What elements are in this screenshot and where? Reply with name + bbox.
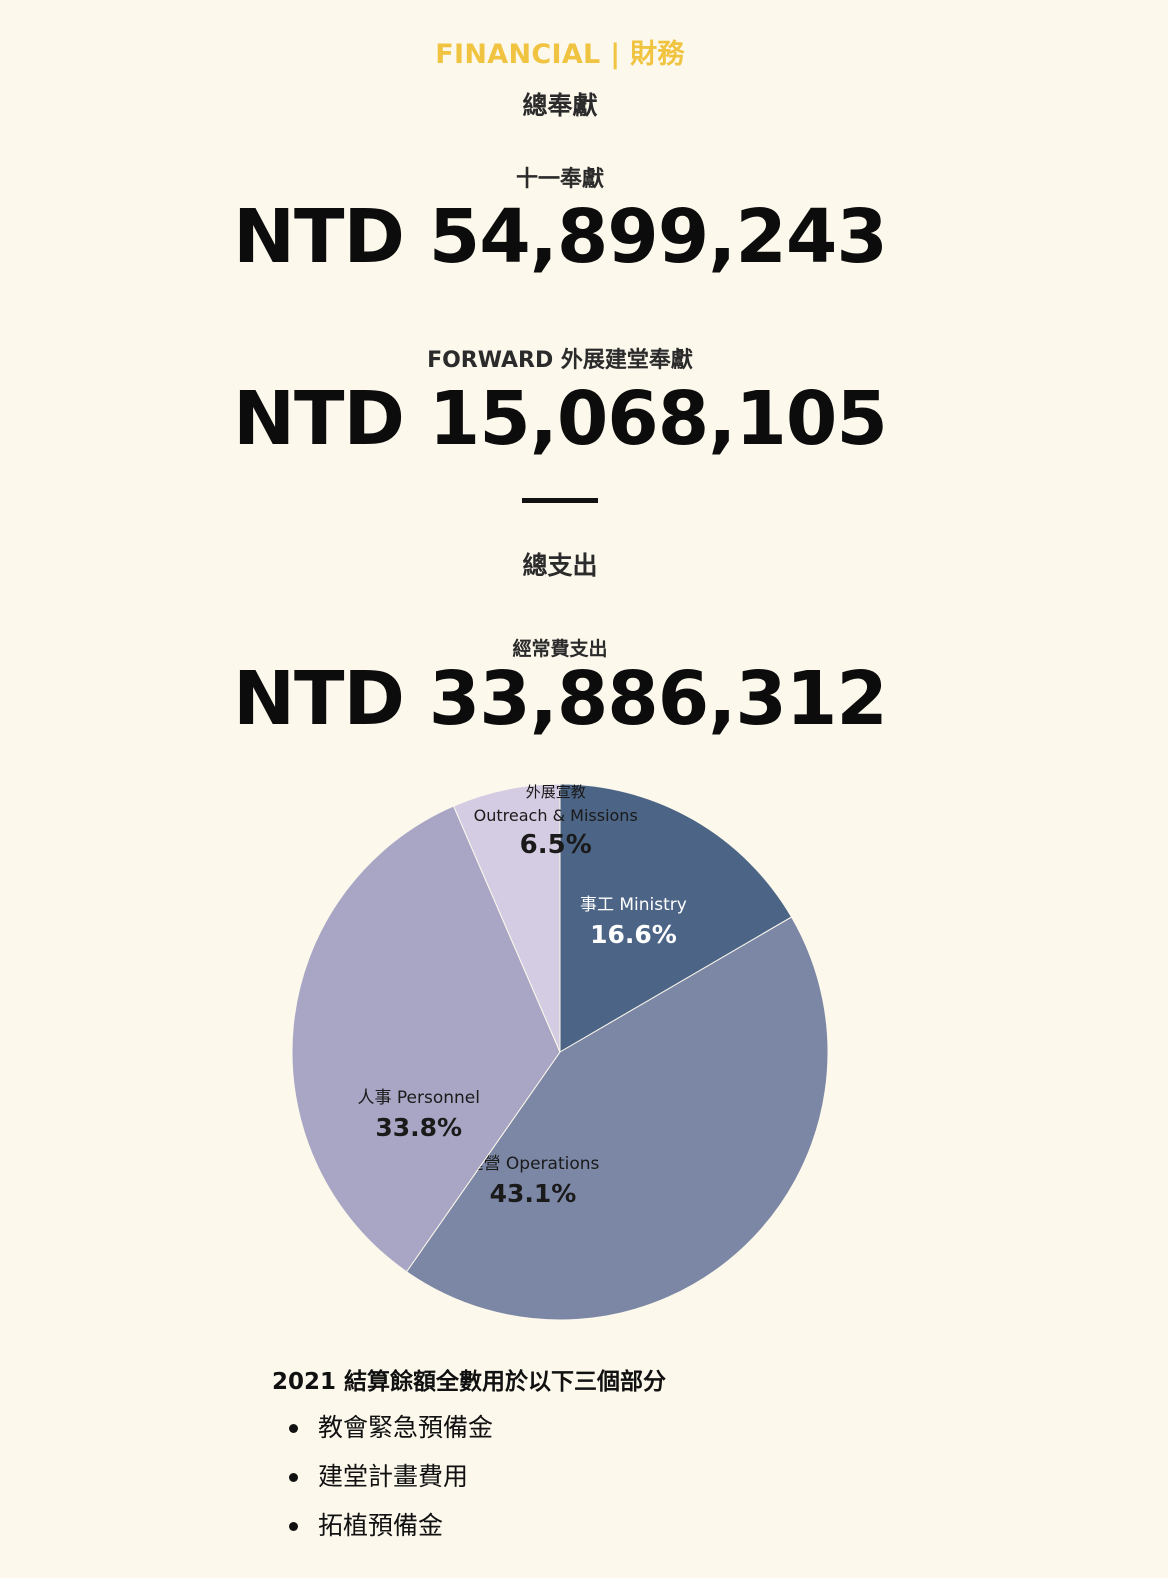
slice-label-group: 事工 Ministry 16.6% [580,895,687,949]
slice-label-text: 事工 Ministry [580,895,687,915]
list-item-text: 教會緊急預備金 [318,1413,494,1442]
slice-label-text: 運營 Operations [467,1154,600,1174]
pie-slice-ministry [559,783,793,1053]
slice-label-group: 運營 Operations 43.1% [467,1154,600,1208]
forward-amount: NTD 15,068,105 [233,376,888,462]
slice-label-group: 人事 Personnel 33.8% [357,1088,480,1142]
slice-label-group: 外展宣教 Outreach & Missions 6.5% [474,783,638,860]
list-item-text: 拓植預備金 [318,1511,444,1540]
slice-value-label: 33.8% [375,1113,462,1142]
section-divider [522,498,598,503]
bullet-icon [289,1522,298,1531]
list-item-text: 建堂計畫費用 [318,1462,469,1491]
bullet-icon [289,1473,298,1482]
bullet-icon [289,1424,298,1433]
operating-expenses-amount: NTD 33,886,312 [233,656,888,742]
section-title: FINANCIAL | 財務 [435,39,685,70]
expense-pie-chart: 事工 Ministry 16.6% 運營 Operations 43.1% 人事 Per… [291,783,829,1321]
slice-value-label: 6.5% [520,830,592,860]
summary-title: 2021 結算餘額全數用於以下三個部分 [272,1369,667,1395]
slice-label-en: Outreach & Missions [474,806,638,825]
pie-slice-personnel [291,805,561,1273]
operating-expenses-label: 經常費支出 [512,638,608,660]
slice-value-label: 16.6% [590,920,677,949]
list-item: 建堂計畫費用 [272,1457,493,1506]
forward-label: FORWARD 外展建堂奉獻 [427,348,693,373]
slice-value-label: 43.1% [490,1179,577,1208]
pie-slice-outreach-missions [452,783,561,1053]
total-expenses-heading: 總支出 [522,551,598,580]
list-item: 拓植預備金 [272,1506,493,1555]
tithe-label: 十一奉獻 [515,167,604,192]
summary-list: 教會緊急預備金 建堂計畫費用 拓植預備金 [272,1408,493,1555]
tithe-amount: NTD 54,899,243 [233,194,888,280]
slice-label-text: 人事 Personnel [357,1088,480,1108]
total-giving-heading: 總奉獻 [522,91,598,120]
list-item: 教會緊急預備金 [272,1408,493,1457]
pie-slice-operations [405,916,829,1321]
slice-label-zh: 外展宣教 [526,783,586,801]
